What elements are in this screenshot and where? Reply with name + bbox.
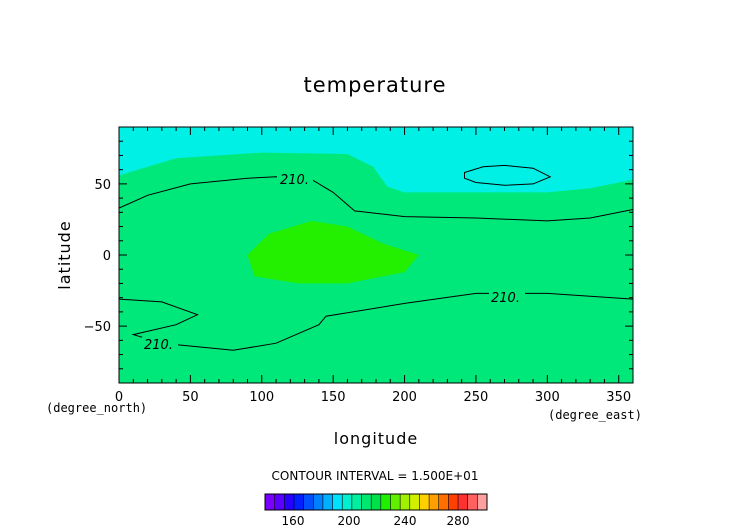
x-unit-label: (degree_east) [548, 408, 642, 422]
colorbar-swatch [274, 494, 285, 510]
contour-line-north-closed [464, 164, 552, 186]
colorbar-swatch [351, 494, 362, 510]
x-axis: 0 50 100 150 200 250 300 350 [115, 127, 634, 405]
y-unit-label: (degree_north) [46, 401, 147, 415]
colorbar-swatch [419, 494, 430, 510]
chart-title: temperature [304, 73, 447, 97]
colorbar-swatch [284, 494, 295, 510]
x-axis-label: longitude [334, 429, 418, 448]
x-tick-label: 250 [464, 390, 489, 405]
contour-label-east: 210. [491, 291, 520, 306]
contour-interval-text: CONTOUR INTERVAL = 1.500E+01 [272, 469, 479, 483]
colorbar-swatch [313, 494, 324, 510]
colorbar-labels: 160 200 240 280 [282, 514, 470, 528]
contour-label-south: 210. [144, 338, 173, 353]
y-axis: −50 0 50 [84, 126, 633, 384]
x-tick-label: 300 [535, 390, 560, 405]
x-tick-label: 50 [182, 390, 199, 405]
plot-area [119, 127, 633, 383]
y-tick-label: −50 [84, 320, 111, 335]
colorbar [264, 493, 488, 511]
colorbar-swatch [371, 494, 382, 510]
colorbar-swatch [322, 494, 333, 510]
colorbar-swatch [429, 494, 440, 510]
colorbar-swatch [332, 494, 343, 510]
colorbar-tick-label: 280 [447, 514, 470, 528]
y-tick-label: 50 [94, 178, 111, 193]
x-tick-label: 350 [606, 390, 631, 405]
region-center-warm [247, 220, 419, 284]
colorbar-swatch [390, 494, 401, 510]
colorbar-tick-label: 200 [338, 514, 361, 528]
x-tick-label: 200 [392, 390, 417, 405]
x-tick-label: 0 [115, 390, 123, 405]
colorbar-swatch [477, 494, 488, 510]
colorbar-swatch [380, 494, 391, 510]
colorbar-swatch [400, 494, 411, 510]
contour-line-north [119, 176, 633, 222]
y-tick-label: 0 [103, 249, 111, 264]
x-tick-label: 150 [321, 390, 346, 405]
region-north-cold [119, 127, 633, 193]
colorbar-swatch [458, 494, 469, 510]
colorbar-tick-label: 160 [282, 514, 305, 528]
colorbar-swatch [342, 494, 353, 510]
contour-label-north: 210. [280, 173, 309, 188]
colorbar-swatch [438, 494, 449, 510]
colorbar-swatch [265, 494, 276, 510]
x-tick-label: 100 [249, 390, 274, 405]
colorbar-swatch [448, 494, 459, 510]
colorbar-swatch [303, 494, 314, 510]
contour-line-south [119, 292, 633, 351]
colorbar-swatch [361, 494, 372, 510]
colorbar-tick-label: 240 [394, 514, 417, 528]
y-axis-label: latitude [55, 220, 74, 289]
colorbar-swatch [409, 494, 420, 510]
colorbar-swatch [467, 494, 478, 510]
colorbar-swatch [293, 494, 305, 510]
